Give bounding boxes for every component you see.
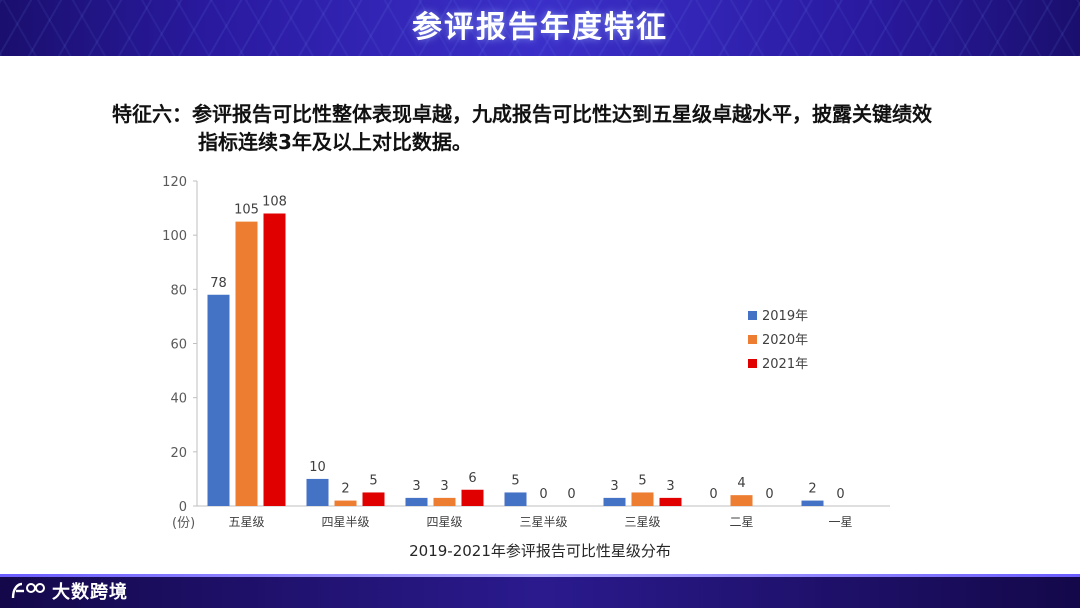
- bar: [433, 497, 456, 506]
- bar: [306, 478, 329, 506]
- page-title: 参评报告年度特征: [412, 10, 668, 45]
- data-label: 3: [610, 479, 618, 494]
- y-tick-label: 20: [170, 446, 187, 461]
- data-label: 108: [262, 195, 287, 210]
- x-tick-label: 四星级: [426, 515, 462, 529]
- bar: [263, 213, 286, 506]
- bar: [235, 221, 258, 506]
- data-label: 6: [468, 471, 476, 486]
- feature-text-1: 参评报告可比性整体表现卓越，九成报告可比性达到五星级卓越水平，披露关键绩效: [192, 102, 932, 126]
- y-tick-label: 100: [162, 229, 187, 244]
- legend-swatch: [748, 335, 757, 344]
- data-label: 10: [309, 460, 326, 475]
- bar: [504, 492, 527, 506]
- data-label: 5: [638, 473, 646, 488]
- data-label: 0: [765, 487, 773, 502]
- bar: [461, 489, 484, 506]
- brand: 大数跨境: [10, 576, 128, 606]
- brand-logo-icon: [11, 582, 45, 599]
- header-banner: 参评报告年度特征: [0, 0, 1080, 56]
- brand-name: 大数跨境: [52, 582, 128, 603]
- bar: [730, 495, 753, 506]
- y-tick-label: 120: [162, 175, 187, 190]
- data-label: 3: [666, 479, 674, 494]
- bar: [631, 492, 654, 506]
- bar: [603, 497, 626, 506]
- x-tick-label: 三星半级: [519, 515, 567, 529]
- legend-label: 2021年: [762, 357, 808, 372]
- feature-line-2: 指标连续3年及以上对比数据。: [198, 130, 472, 154]
- data-label: 5: [511, 473, 519, 488]
- data-label: 3: [412, 479, 420, 494]
- bar: [362, 492, 385, 506]
- bar: [405, 497, 428, 506]
- feature-line-1: 特征六：参评报告可比性整体表现卓越，九成报告可比性达到五星级卓越水平，披露关键绩…: [112, 100, 1012, 128]
- y-tick-label: 80: [170, 283, 187, 298]
- x-tick-label: 二星: [729, 515, 753, 529]
- footer-bar: [0, 574, 1080, 608]
- data-label: 0: [567, 487, 575, 502]
- y-axis-unit-label: (份): [172, 516, 195, 531]
- y-tick-label: 60: [170, 338, 187, 353]
- x-tick-label: 三星级: [624, 515, 660, 529]
- data-label: 105: [234, 203, 259, 218]
- bar: [659, 497, 682, 506]
- bar: [801, 500, 824, 506]
- x-tick-label: 五星级: [228, 515, 264, 529]
- chart-title: 2019-2021年参评报告可比性星级分布: [409, 542, 671, 560]
- data-label: 78: [210, 276, 227, 291]
- bar: [207, 294, 230, 506]
- bar: [334, 500, 357, 506]
- feature-description: 特征六：参评报告可比性整体表现卓越，九成报告可比性达到五星级卓越水平，披露关键绩…: [112, 100, 1012, 156]
- data-label: 3: [440, 479, 448, 494]
- x-tick-label: 一星: [828, 515, 852, 529]
- data-label: 0: [539, 487, 547, 502]
- data-label: 4: [737, 476, 745, 491]
- data-label: 5: [369, 473, 377, 488]
- y-tick-label: 40: [170, 392, 187, 407]
- legend-swatch: [748, 359, 757, 368]
- data-label: 2: [341, 482, 349, 497]
- x-tick-label: 四星半级: [321, 515, 369, 529]
- feature-label: 特征六：: [112, 102, 192, 126]
- data-label: 0: [836, 487, 844, 502]
- data-label: 2: [808, 482, 816, 497]
- y-tick-label: 0: [179, 500, 187, 515]
- legend-swatch: [748, 311, 757, 320]
- data-label: 0: [709, 487, 717, 502]
- legend-label: 2019年: [762, 309, 808, 324]
- legend-label: 2020年: [762, 333, 808, 348]
